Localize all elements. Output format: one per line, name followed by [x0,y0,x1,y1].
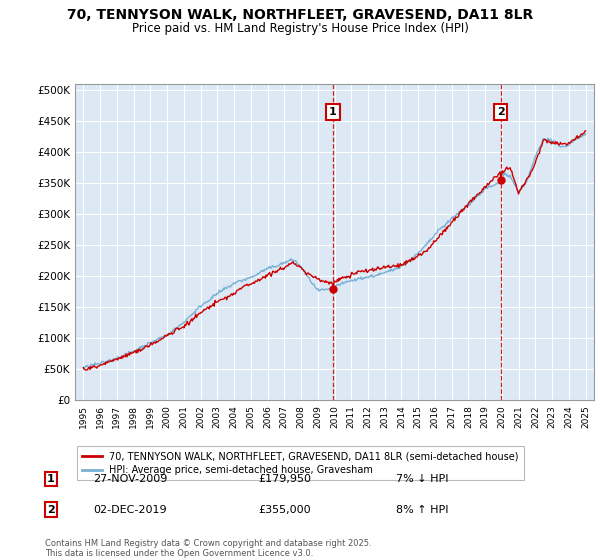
Text: 2: 2 [47,505,55,515]
Text: Price paid vs. HM Land Registry's House Price Index (HPI): Price paid vs. HM Land Registry's House … [131,22,469,35]
Text: £179,950: £179,950 [258,474,311,484]
Text: 7% ↓ HPI: 7% ↓ HPI [396,474,449,484]
Text: 70, TENNYSON WALK, NORTHFLEET, GRAVESEND, DA11 8LR: 70, TENNYSON WALK, NORTHFLEET, GRAVESEND… [67,8,533,22]
Legend: 70, TENNYSON WALK, NORTHFLEET, GRAVESEND, DA11 8LR (semi-detached house), HPI: A: 70, TENNYSON WALK, NORTHFLEET, GRAVESEND… [77,446,524,480]
Text: 27-NOV-2009: 27-NOV-2009 [93,474,167,484]
Text: 2: 2 [497,107,505,117]
Text: 1: 1 [47,474,55,484]
Text: 02-DEC-2019: 02-DEC-2019 [93,505,167,515]
Text: 1: 1 [329,107,337,117]
Text: Contains HM Land Registry data © Crown copyright and database right 2025.
This d: Contains HM Land Registry data © Crown c… [45,539,371,558]
Text: 8% ↑ HPI: 8% ↑ HPI [396,505,449,515]
Text: £355,000: £355,000 [258,505,311,515]
